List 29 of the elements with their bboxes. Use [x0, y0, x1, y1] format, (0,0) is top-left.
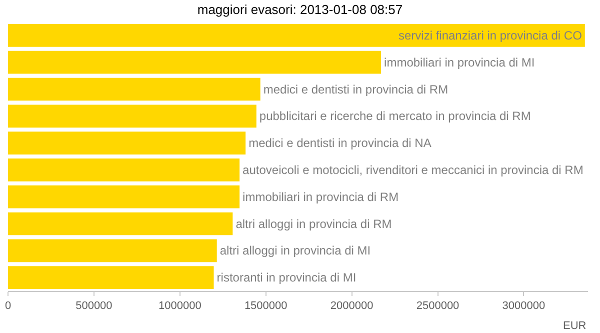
x-tick-label: 500000: [76, 300, 112, 312]
x-tick-label: 1500000: [244, 300, 288, 312]
x-tick-label: 2000000: [330, 300, 374, 312]
y-tick-label: ristoranti in provincia di MI: [216, 270, 356, 285]
bar: [8, 185, 240, 208]
bar: [8, 158, 240, 182]
x-tick-label: 3000000: [502, 300, 546, 312]
y-tick-label: pubblicitari e ricerche di mercato in provincia di RM: [259, 109, 531, 124]
x-tick-label: 0: [4, 300, 12, 312]
y-tick-label: autoveicoli e motocicli, rivenditori e meccanici in provincia di RM: [242, 162, 584, 177]
bar: [8, 266, 214, 289]
bar: [8, 239, 217, 262]
x-axis-title: EUR: [563, 320, 586, 332]
bar: [8, 24, 585, 47]
chart-title: maggiori evasori: 2013-01-08 08:57: [197, 2, 403, 18]
y-tick-label: altri alloggi in provincia di MI: [220, 244, 371, 258]
bar: [8, 132, 246, 154]
y-tick-label: medici e dentisti in provincia di RM: [263, 82, 448, 96]
bar: [8, 50, 382, 74]
y-tick-label: servizi finanziari in provincia di CO: [398, 28, 582, 42]
y-tick-label: immobiliari in provincia di RM: [242, 190, 399, 204]
y-tick-label: immobiliari in provincia di MI: [384, 55, 535, 70]
bar: [8, 78, 260, 101]
x-tick-label: 2500000: [416, 300, 460, 312]
y-tick-label: altri alloggi in provincia di RM: [236, 216, 392, 231]
x-tick-label: 1000000: [158, 300, 202, 312]
y-tick-label: medici e dentisti in provincia di NA: [248, 136, 432, 150]
bar: [8, 104, 256, 128]
bar: [8, 212, 233, 236]
